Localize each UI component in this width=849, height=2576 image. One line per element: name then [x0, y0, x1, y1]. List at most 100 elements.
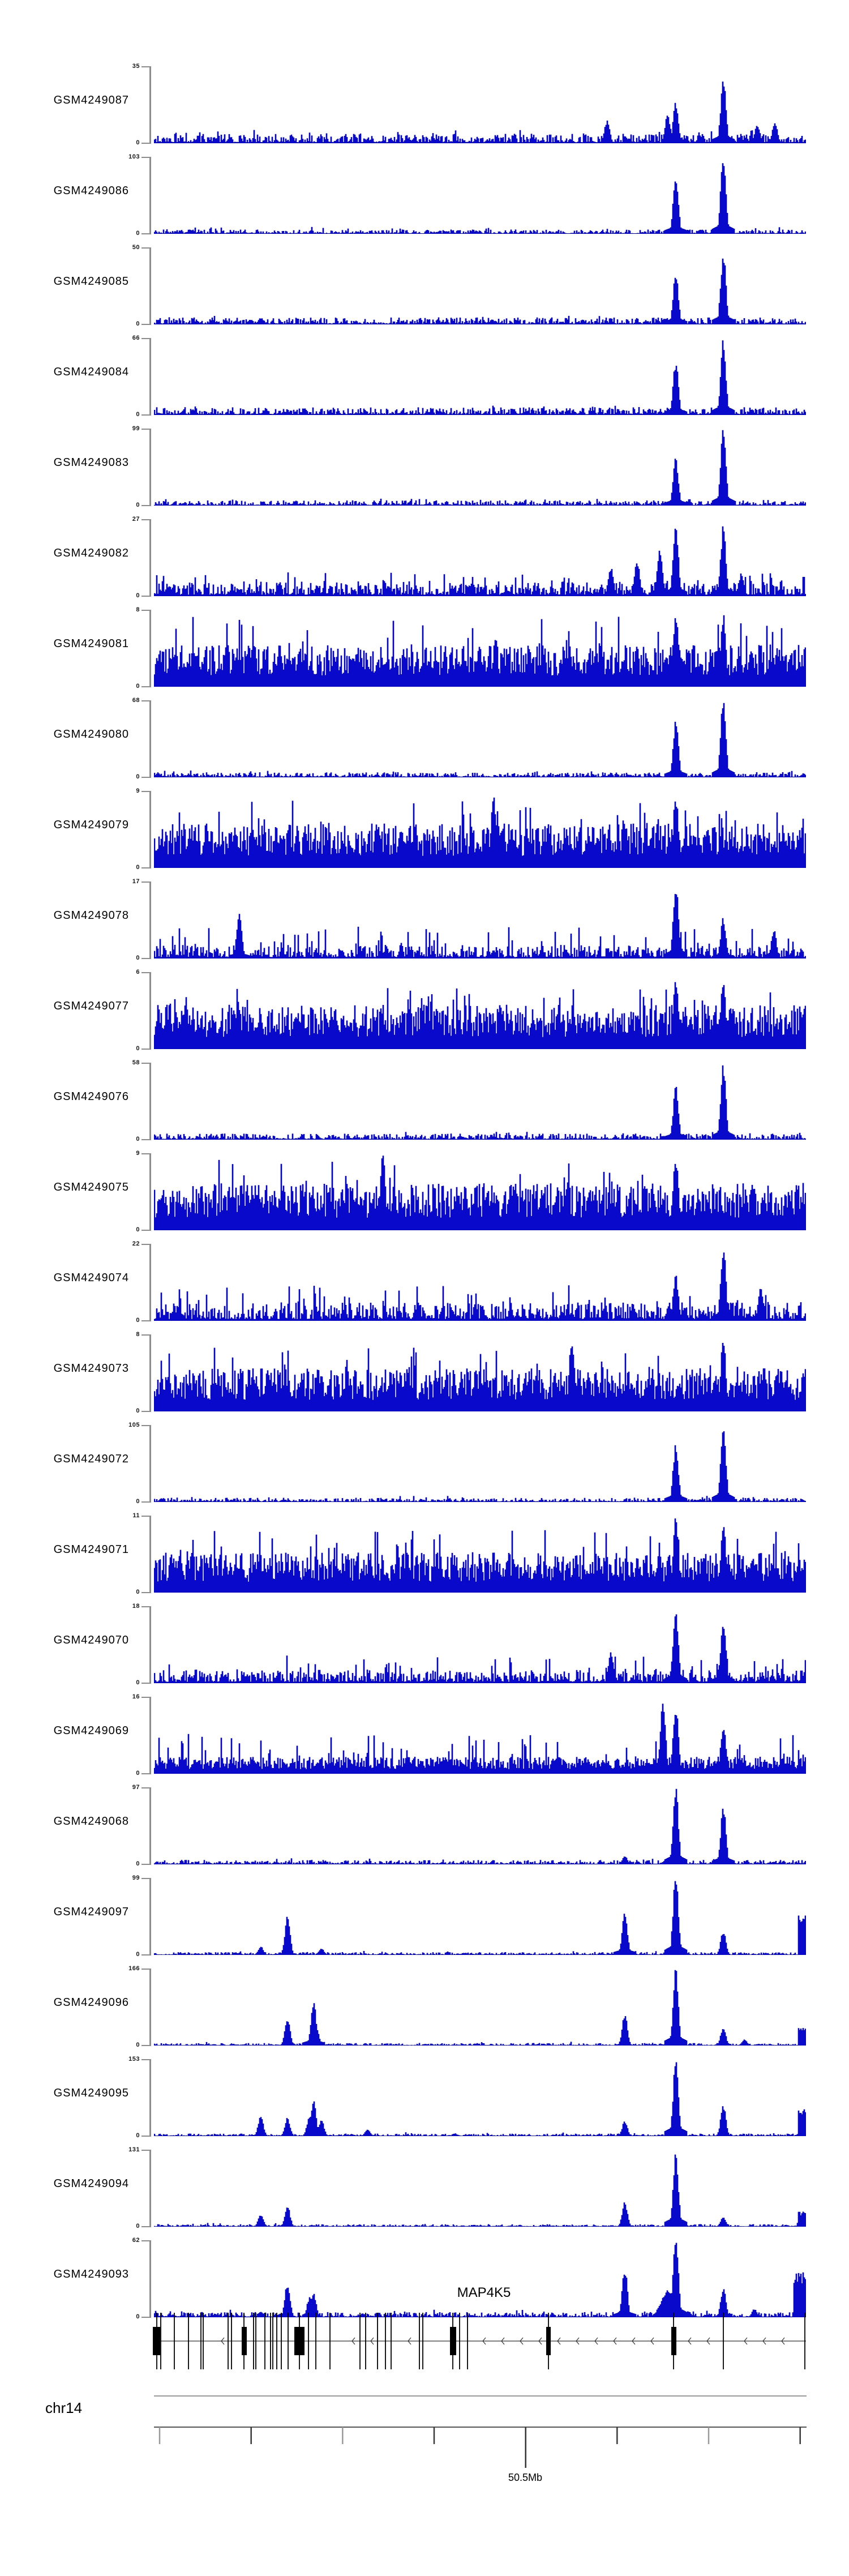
- y-axis-max-label: 9: [136, 788, 140, 794]
- strand-arrow-left-icon: [520, 2337, 524, 2345]
- y-axis-tick-zero: [142, 777, 151, 778]
- coverage-signal: [154, 894, 806, 958]
- exon-box: [671, 2327, 676, 2355]
- y-axis-max-label: 18: [132, 1603, 140, 1610]
- y-axis-tick-zero: [142, 1139, 151, 1140]
- track-sample-label: GSM4249095: [53, 2087, 129, 2099]
- y-axis-zero-label: 0: [136, 773, 140, 780]
- y-axis-max-label: 16: [132, 1693, 140, 1700]
- ruler-major-tick-label: 50.5Mb: [508, 2472, 542, 2483]
- track-sample-label: GSM4249079: [53, 819, 129, 831]
- y-axis-line: [149, 1244, 151, 1321]
- y-axis-tick-max: [142, 972, 151, 973]
- strand-arrow-left-icon: [650, 2337, 654, 2345]
- y-axis-max-label: 97: [132, 1784, 140, 1791]
- coverage-signal: [154, 2154, 806, 2227]
- y-axis-tick-max: [142, 1697, 151, 1698]
- coverage-signal: [154, 1614, 806, 1683]
- y-axis-tick-zero: [142, 1954, 151, 1955]
- y-axis-tick-max: [142, 1425, 151, 1426]
- track-sample-label: GSM4249082: [53, 547, 129, 559]
- track-sample-label: GSM4249081: [53, 637, 129, 650]
- y-axis-tick-zero: [142, 324, 151, 325]
- track-sample-label: GSM4249078: [53, 909, 129, 922]
- ruler-ticks: [158, 2427, 801, 2468]
- strand-arrow-left-icon: [221, 2337, 225, 2345]
- coverage-signal: [154, 340, 806, 415]
- y-axis-line: [149, 791, 151, 868]
- track-sample-label: GSM4249077: [53, 1000, 129, 1012]
- y-axis-max-label: 50: [132, 244, 140, 251]
- exon-box: [450, 2327, 456, 2355]
- y-axis-tick-zero: [142, 505, 151, 506]
- y-axis-zero-label: 0: [136, 1860, 140, 1867]
- chromosome-label: chr14: [45, 2399, 83, 2416]
- y-axis-tick-max: [142, 247, 151, 249]
- track-sample-label: GSM4249087: [53, 94, 129, 106]
- exon-box: [546, 2327, 551, 2355]
- y-axis-max-label: 9: [136, 1150, 140, 1157]
- y-axis-max-label: 17: [132, 878, 140, 885]
- y-axis-max-label: 62: [132, 2237, 140, 2244]
- coverage-signal: [154, 1252, 806, 1321]
- y-axis-tick-zero: [142, 958, 151, 959]
- y-axis-line: [149, 1787, 151, 1865]
- y-axis-zero-label: 0: [136, 592, 140, 599]
- y-axis-tick-max: [142, 338, 151, 339]
- coverage-signal: [154, 1518, 806, 1593]
- strand-arrow-left-icon: [351, 2337, 355, 2345]
- y-axis-tick-zero: [142, 1773, 151, 1774]
- y-axis-zero-label: 0: [136, 1407, 140, 1414]
- y-axis-tick-max: [142, 1153, 151, 1154]
- y-axis-max-label: 58: [132, 1059, 140, 1066]
- y-axis-line: [149, 1334, 151, 1412]
- coverage-signal: [154, 163, 806, 234]
- track-sample-label: GSM4249080: [53, 728, 129, 741]
- y-axis-zero-label: 0: [136, 1770, 140, 1777]
- track-sample-label: GSM4249093: [53, 2268, 129, 2280]
- track-sample-label: GSM4249084: [53, 366, 129, 378]
- y-axis-zero-label: 0: [136, 2132, 140, 2139]
- y-axis-max-label: 153: [128, 2056, 140, 2062]
- y-axis-tick-max: [142, 1606, 151, 1607]
- y-axis-zero-label: 0: [136, 2313, 140, 2320]
- strand-arrow-left-icon: [370, 2337, 374, 2345]
- y-axis-line: [149, 1606, 151, 1684]
- track-sample-label: GSM4249070: [53, 1634, 129, 1646]
- y-axis-tick-max: [142, 1969, 151, 1970]
- strand-arrow-left-icon: [408, 2337, 411, 2345]
- track-sample-label: GSM4249086: [53, 185, 129, 197]
- y-axis-zero-label: 0: [136, 230, 140, 237]
- y-axis-line: [149, 66, 151, 144]
- y-axis-tick-zero: [142, 867, 151, 868]
- y-axis-line: [149, 429, 151, 506]
- y-axis-tick-zero: [142, 1230, 151, 1231]
- strand-arrow-left-icon: [557, 2337, 561, 2345]
- y-axis-line: [149, 1425, 151, 1503]
- y-axis-tick-zero: [142, 686, 151, 687]
- coverage-signal: [154, 797, 806, 868]
- y-axis-zero-label: 0: [136, 864, 140, 871]
- track-sample-label: GSM4249083: [53, 456, 129, 469]
- y-axis-line: [149, 2150, 151, 2227]
- coverage-signal: [154, 526, 806, 596]
- coverage-signal: [154, 2243, 806, 2317]
- y-axis-tick-max: [142, 1516, 151, 1517]
- y-axis-line: [149, 519, 151, 597]
- y-axis-line: [149, 610, 151, 687]
- y-axis-line: [149, 882, 151, 959]
- coverage-signal: [154, 82, 806, 143]
- y-axis-zero-label: 0: [136, 955, 140, 961]
- y-axis-zero-label: 0: [136, 411, 140, 418]
- y-axis-max-label: 68: [132, 697, 140, 704]
- y-axis-line: [149, 1878, 151, 1955]
- y-axis-zero-label: 0: [136, 1498, 140, 1505]
- y-axis-max-label: 8: [136, 606, 140, 613]
- exon-box: [242, 2327, 247, 2355]
- y-axis-tick-zero: [142, 1049, 151, 1050]
- y-axis-tick-zero: [142, 1592, 151, 1593]
- y-axis-max-label: 66: [132, 335, 140, 341]
- y-axis-max-label: 105: [128, 1422, 140, 1428]
- y-axis-tick-max: [142, 157, 151, 158]
- y-axis-tick-max: [142, 1244, 151, 1245]
